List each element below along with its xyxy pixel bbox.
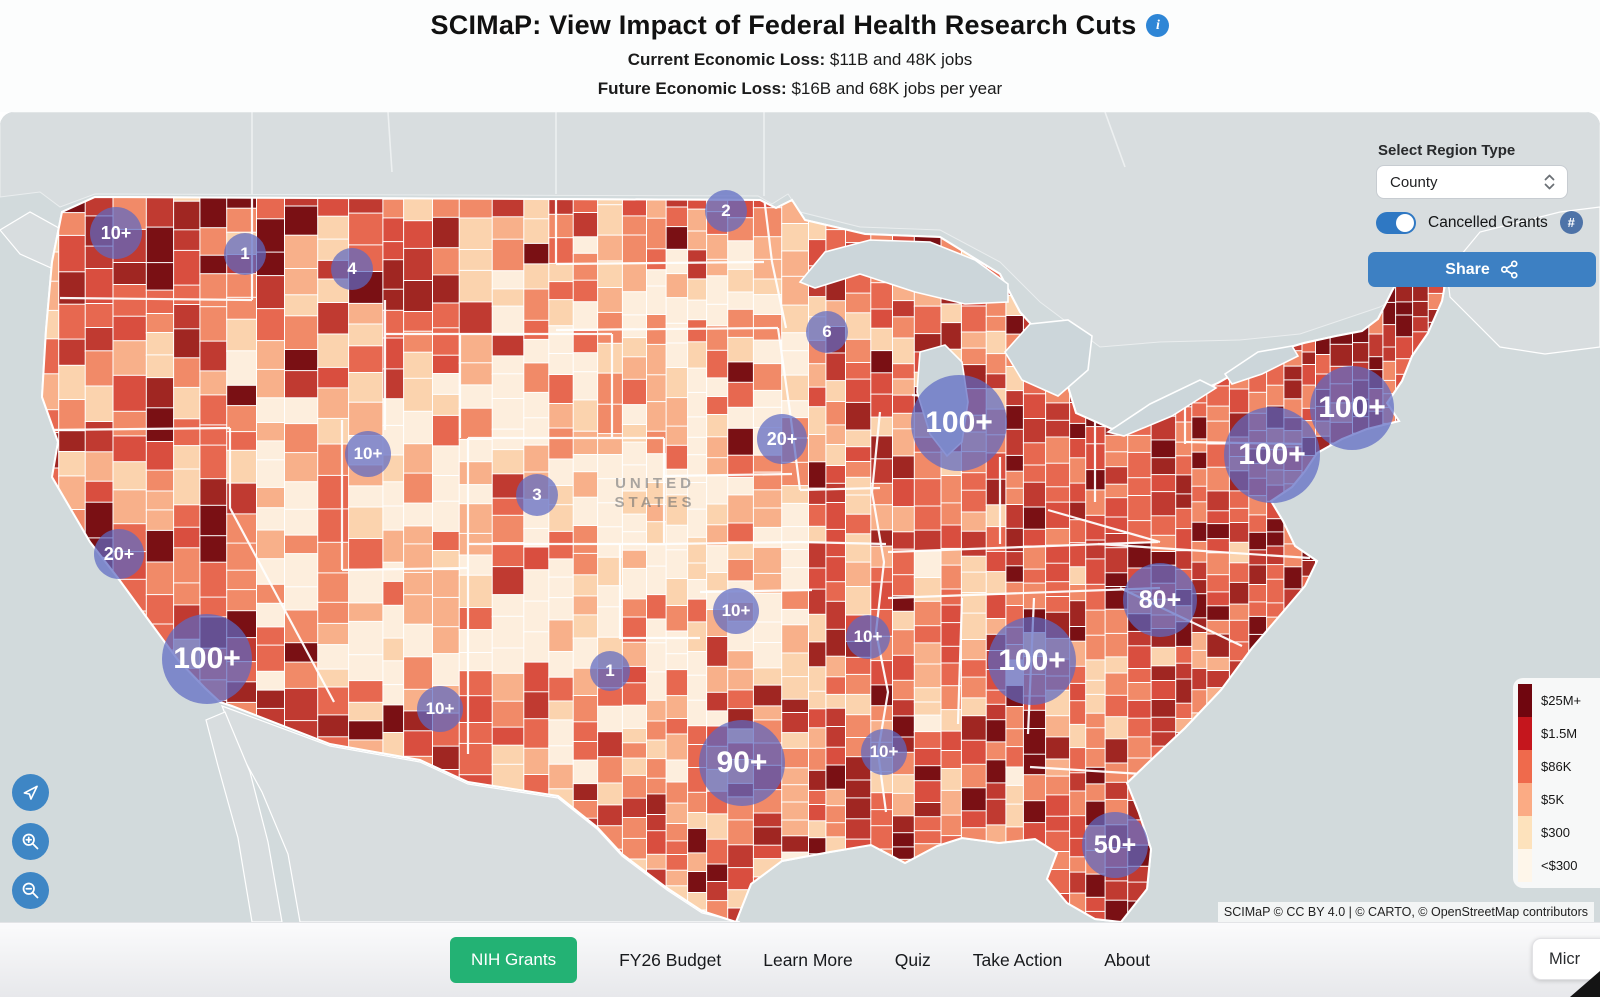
legend-label: <$300 bbox=[1541, 858, 1578, 873]
cluster-marker[interactable]: 50+ bbox=[1082, 812, 1148, 878]
cluster-marker[interactable]: 80+ bbox=[1123, 563, 1197, 637]
legend-item: <$300 bbox=[1518, 849, 1594, 882]
legend-swatch bbox=[1518, 750, 1532, 783]
future-loss-value: $16B and 68K jobs per year bbox=[786, 79, 1003, 98]
current-loss-value: $11B and 48K jobs bbox=[825, 50, 973, 69]
share-nodes-icon bbox=[1500, 260, 1518, 279]
legend-swatch bbox=[1518, 684, 1532, 717]
lake-superior bbox=[798, 239, 1009, 305]
province-borders bbox=[251, 112, 1126, 196]
nav-tab-fy26-budget[interactable]: FY26 Budget bbox=[619, 949, 722, 970]
cluster-marker[interactable]: 100+ bbox=[1310, 366, 1394, 450]
region-type-select[interactable]: County bbox=[1376, 165, 1568, 199]
nav-tab-quiz[interactable]: Quiz bbox=[894, 949, 931, 970]
cluster-marker[interactable]: 10+ bbox=[417, 686, 463, 732]
cluster-marker[interactable]: 10+ bbox=[861, 729, 907, 775]
cluster-marker[interactable]: 100+ bbox=[988, 617, 1076, 705]
legend-label: $5K bbox=[1541, 792, 1565, 807]
lake-ontario bbox=[1223, 345, 1300, 385]
cluster-marker[interactable]: 1 bbox=[590, 651, 630, 691]
info-icon[interactable]: i bbox=[1146, 14, 1170, 37]
region-type-label: Select Region Type bbox=[1378, 142, 1516, 159]
cluster-marker[interactable]: 1 bbox=[224, 233, 266, 275]
lake-huron bbox=[1004, 319, 1093, 397]
baja-peninsula bbox=[205, 711, 283, 922]
locate-arrow-icon bbox=[23, 785, 38, 800]
lake-erie bbox=[1106, 379, 1218, 437]
page-header: SCIMaP: View Impact of Federal Health Re… bbox=[0, 0, 1600, 112]
cluster-marker[interactable]: 100+ bbox=[1224, 407, 1320, 503]
cluster-marker[interactable]: 90+ bbox=[699, 720, 785, 806]
cluster-marker[interactable]: 20+ bbox=[757, 414, 807, 464]
cancelled-grants-toggle[interactable] bbox=[1376, 211, 1416, 234]
current-loss-label: Current Economic Loss: bbox=[627, 50, 826, 69]
zoom-out-button[interactable] bbox=[12, 872, 49, 909]
cluster-marker[interactable]: 10+ bbox=[345, 431, 391, 477]
future-loss-label: Future Economic Loss: bbox=[597, 79, 787, 98]
select-chevrons-icon bbox=[1544, 174, 1555, 190]
choropleth-legend: $25M+ $1.5M $86K $5K $300 <$300 bbox=[1513, 678, 1600, 888]
cluster-marker[interactable]: 100+ bbox=[162, 614, 252, 704]
legend-item: $25M+ bbox=[1518, 684, 1594, 717]
cluster-marker[interactable]: 100+ bbox=[911, 375, 1007, 471]
legend-swatch bbox=[1518, 783, 1532, 816]
future-loss-line: Future Economic Loss: $16B and 68K jobs … bbox=[0, 79, 1600, 99]
nav-tab-about[interactable]: About bbox=[1104, 949, 1150, 970]
legend-item: $300 bbox=[1518, 816, 1594, 849]
cluster-marker[interactable]: 3 bbox=[516, 474, 558, 516]
zoom-in-icon bbox=[22, 833, 39, 850]
legend-item: $5K bbox=[1518, 783, 1594, 816]
nav-tab-nih-grants[interactable]: NIH Grants bbox=[450, 937, 578, 983]
legend-label: $1.5M bbox=[1541, 726, 1578, 741]
cluster-marker[interactable]: 10+ bbox=[713, 588, 759, 634]
mexico-land bbox=[220, 704, 741, 922]
zoom-in-button[interactable] bbox=[12, 823, 49, 860]
share-button-label: Share bbox=[1445, 260, 1490, 278]
locate-button[interactable] bbox=[12, 774, 49, 811]
partial-right-button[interactable]: Micr bbox=[1532, 938, 1600, 980]
nav-tab-learn-more[interactable]: Learn More bbox=[763, 949, 853, 970]
zoom-out-icon bbox=[22, 882, 39, 899]
cluster-marker[interactable]: 4 bbox=[331, 248, 373, 290]
legend-swatch bbox=[1518, 717, 1532, 750]
grant-count-badge[interactable]: # bbox=[1559, 211, 1583, 234]
nav-tab-take-action[interactable]: Take Action bbox=[972, 949, 1063, 970]
corner-wedge bbox=[1570, 971, 1600, 997]
legend-label: $300 bbox=[1541, 825, 1570, 840]
legend-item: $86K bbox=[1518, 750, 1594, 783]
current-loss-line: Current Economic Loss: $11B and 48K jobs bbox=[0, 50, 1600, 70]
cluster-marker[interactable]: 10+ bbox=[846, 615, 890, 659]
share-button[interactable]: Share bbox=[1368, 252, 1596, 287]
toggle-knob bbox=[1396, 213, 1414, 232]
page-title: SCIMaP: View Impact of Federal Health Re… bbox=[430, 10, 1137, 40]
legend-item: $1.5M bbox=[1518, 717, 1594, 750]
region-type-value: County bbox=[1390, 173, 1438, 191]
cluster-marker[interactable]: 6 bbox=[806, 311, 848, 353]
legend-swatch bbox=[1518, 849, 1532, 882]
cluster-marker[interactable]: 20+ bbox=[94, 529, 144, 579]
legend-label: $86K bbox=[1541, 759, 1572, 774]
cluster-marker[interactable]: 10+ bbox=[90, 207, 142, 259]
legend-label: $25M+ bbox=[1541, 693, 1582, 708]
bottom-nav-bar: NIH Grants FY26 Budget Learn More Quiz Take … bbox=[0, 922, 1600, 997]
legend-swatch bbox=[1518, 816, 1532, 849]
choropleth-map bbox=[0, 112, 1600, 922]
cluster-marker[interactable]: 2 bbox=[705, 190, 747, 232]
cancelled-grants-label: Cancelled Grants bbox=[1428, 213, 1548, 231]
map-attribution[interactable]: SCIMaP © CC BY 4.0 | © CARTO, © OpenStre… bbox=[1217, 902, 1594, 922]
map-canvas[interactable]: UNITED STATES 10+ 1 4 2 6 100+ 20+ 10+ 3 20+ 100+ 1… bbox=[0, 112, 1600, 922]
